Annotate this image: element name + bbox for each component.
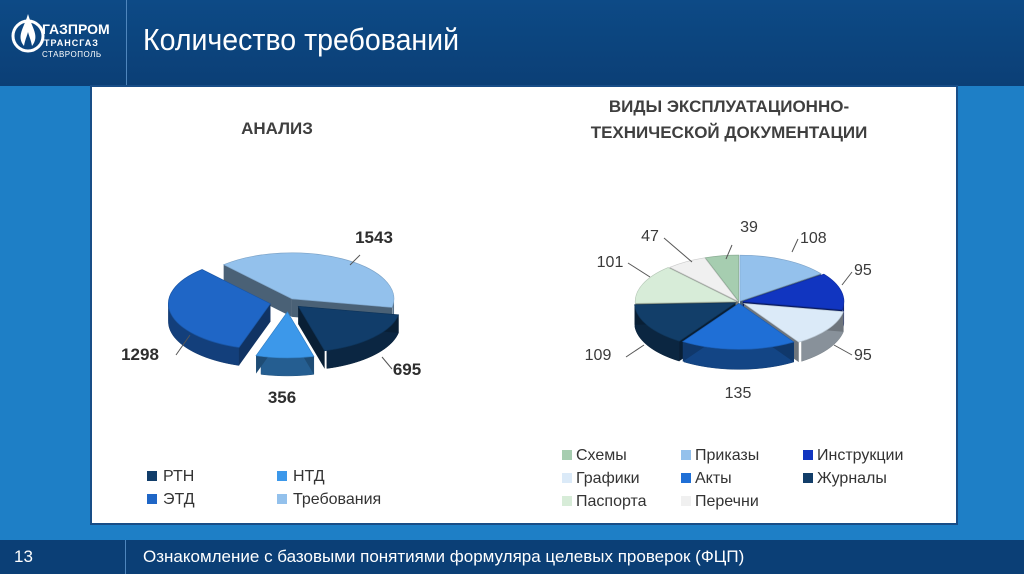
data-label-2-журналы: 109	[585, 347, 612, 364]
pie-wall-1-требования-0	[223, 264, 292, 317]
leader-line-2-графики	[833, 344, 853, 356]
logo-line1: ГАЗПРОМ	[42, 21, 110, 37]
legend-label-2-акты: Акты	[695, 470, 732, 487]
leader-line-1-требования	[349, 254, 361, 266]
logo-line3: СТАВРОПОЛЬ	[42, 50, 102, 59]
data-label-1-этд: 1298	[121, 345, 159, 364]
data-label-2-инструкции: 95	[854, 262, 872, 279]
chart-panel: АНАЛИЗ 1543 695 356 1298 РТН НТД ЭТД Требования …	[90, 85, 958, 525]
legend-swatch-2-акты	[681, 473, 691, 483]
legend-label-2-паспорта: Паспорта	[576, 493, 647, 510]
data-label-2-акты: 135	[725, 385, 752, 402]
legend-swatch-2-перечни	[681, 496, 691, 506]
legend-label-2-приказы: Приказы	[695, 447, 759, 464]
chart-analysis: АНАЛИЗ 1543 695 356 1298 РТН НТД ЭТД Требования	[121, 119, 421, 508]
legend-swatch-1-этд	[147, 494, 157, 504]
pie-slice-1-нтд	[255, 311, 315, 359]
data-label-2-паспорта: 101	[597, 254, 624, 271]
legend-label-2-перечни: Перечни	[695, 493, 759, 510]
legend-swatch-2-инструкции	[803, 450, 813, 460]
legend-label-2-журналы: Журналы	[817, 470, 887, 487]
legend-label-1-ртн: РТН	[163, 468, 194, 485]
legend-swatch-1-нтд	[277, 471, 287, 481]
legend-label-1-этд: ЭТД	[163, 491, 195, 508]
data-label-2-приказы: 108	[800, 230, 827, 247]
data-label-2-графики: 95	[854, 347, 872, 364]
leader-line-1-ртн	[381, 356, 393, 370]
leader-line-2-паспорта	[627, 262, 651, 278]
leader-line-2-приказы	[791, 238, 799, 253]
slide-footer: 13 Ознакомление с базовыми понятиями фор…	[0, 540, 1024, 574]
legend-label-2-инструкции: Инструкции	[817, 447, 903, 464]
legend-label-1-нтд: НТД	[293, 468, 325, 485]
gazprom-logo: ГАЗПРОМ ТРАНСГАЗ СТАВРОПОЛЬ	[0, 0, 127, 86]
legend-swatch-2-приказы	[681, 450, 691, 460]
pie-slice-1-ртн	[297, 305, 399, 352]
data-label-1-нтд: 356	[268, 388, 296, 407]
pie-slice-2-акты	[681, 302, 795, 350]
data-label-2-схемы: 39	[740, 219, 758, 236]
data-label-1-ртн: 695	[393, 360, 421, 379]
leader-line-2-журналы	[625, 344, 645, 358]
chart-title-1: АНАЛИЗ	[241, 119, 313, 138]
page-title: Количество требований	[143, 22, 460, 57]
data-label-1-требования: 1543	[355, 228, 393, 247]
gazprom-flame-icon	[11, 14, 45, 53]
pie-slice-2-паспорта	[634, 267, 737, 304]
legend-label-1-требования: Требования	[293, 491, 381, 508]
legend-swatch-2-схемы	[562, 450, 572, 460]
legend-swatch-2-графики	[562, 473, 572, 483]
pie-wall-1-ртн-1	[298, 306, 325, 369]
chart-documentation-types: ВИДЫ ЭКСПЛУАТАЦИОННО-ТЕХНИЧЕСКОЙ ДОКУМЕН…	[562, 97, 903, 510]
pie-slice-2-журналы	[634, 302, 737, 342]
pie-slice-2-схемы	[704, 254, 740, 303]
data-label-2-перечни: 47	[641, 228, 659, 245]
leader-line-2-схемы	[725, 244, 733, 260]
legend-swatch-1-требования	[277, 494, 287, 504]
leader-line-1-этд	[175, 334, 191, 356]
slide-header: ГАЗПРОМ ТРАНСГАЗ СТАВРОПОЛЬ Количество т…	[0, 0, 1024, 86]
slide-number: 13	[0, 540, 126, 574]
footer-text: Ознакомление с базовыми понятиями формул…	[143, 547, 745, 566]
pie-slice-2-инструкции	[742, 273, 845, 311]
pie-wall-1-этд-0	[238, 303, 271, 366]
logo-line2: ТРАНСГАЗ	[44, 38, 99, 48]
legend-swatch-1-ртн	[147, 471, 157, 481]
legend-label-2-схемы: Схемы	[576, 447, 627, 464]
pie-slice-2-приказы	[739, 254, 822, 302]
pie-slice-2-перечни	[668, 257, 739, 302]
legend-swatch-2-журналы	[803, 473, 813, 483]
legend-label-2-графики: Графики	[576, 470, 640, 487]
legend-swatch-2-паспорта	[562, 496, 572, 506]
pie-slice-1-этд	[168, 269, 271, 348]
pie-slice-1-требования	[222, 252, 395, 308]
chart-title-2: ВИДЫ ЭКСПЛУАТАЦИОННО-ТЕХНИЧЕСКОЙ ДОКУМЕН…	[591, 97, 868, 142]
leader-line-2-инструкции	[841, 271, 853, 286]
leader-line-2-перечни	[663, 237, 693, 263]
pie-slice-2-графики	[742, 303, 844, 343]
